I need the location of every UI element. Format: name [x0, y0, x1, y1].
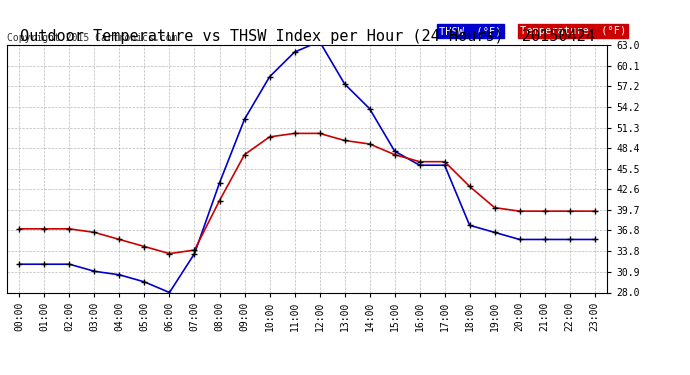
- Text: Copyright 2015 Cartronics.com: Copyright 2015 Cartronics.com: [7, 33, 177, 42]
- Text: THSW  (°F): THSW (°F): [439, 26, 502, 36]
- Text: Temperature  (°F): Temperature (°F): [520, 26, 627, 36]
- Title: Outdoor Temperature vs THSW Index per Hour (24 Hours)  20150424: Outdoor Temperature vs THSW Index per Ho…: [19, 29, 595, 44]
